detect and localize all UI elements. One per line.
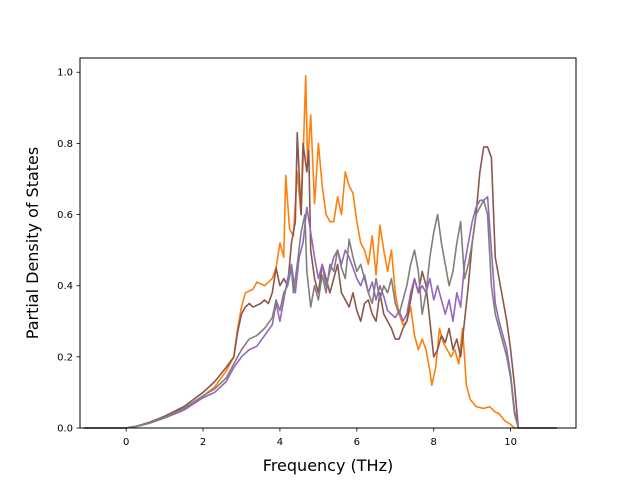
y-tick-label: 0.2 bbox=[57, 352, 73, 363]
x-ticks: 0 2 4 6 8 10 bbox=[123, 428, 517, 448]
series-layer bbox=[83, 74, 557, 429]
series-line-2 bbox=[83, 131, 557, 429]
x-axis-label: Frequency (THz) bbox=[263, 456, 393, 475]
y-axis-label: Partial Density of States bbox=[23, 147, 42, 339]
x-tick-label: 4 bbox=[277, 437, 283, 448]
series-line-3 bbox=[83, 195, 557, 429]
series-line-1 bbox=[83, 74, 557, 429]
x-tick-label: 6 bbox=[354, 437, 360, 448]
x-tick-label: 2 bbox=[200, 437, 206, 448]
y-tick-label: 0.4 bbox=[57, 281, 73, 292]
series-line-4 bbox=[83, 199, 557, 429]
axes-frame bbox=[79, 57, 577, 429]
y-tick-label: 1.0 bbox=[57, 68, 73, 79]
y-tick-label: 0.6 bbox=[57, 210, 73, 221]
x-tick-label: 8 bbox=[431, 437, 437, 448]
y-tick-label: 0.8 bbox=[57, 139, 73, 150]
x-tick-label: 10 bbox=[504, 437, 517, 448]
x-tick-label: 0 bbox=[123, 437, 129, 448]
y-tick-label: 0.0 bbox=[57, 424, 73, 435]
y-ticks: 0.0 0.2 0.4 0.6 0.8 1.0 bbox=[57, 68, 80, 435]
